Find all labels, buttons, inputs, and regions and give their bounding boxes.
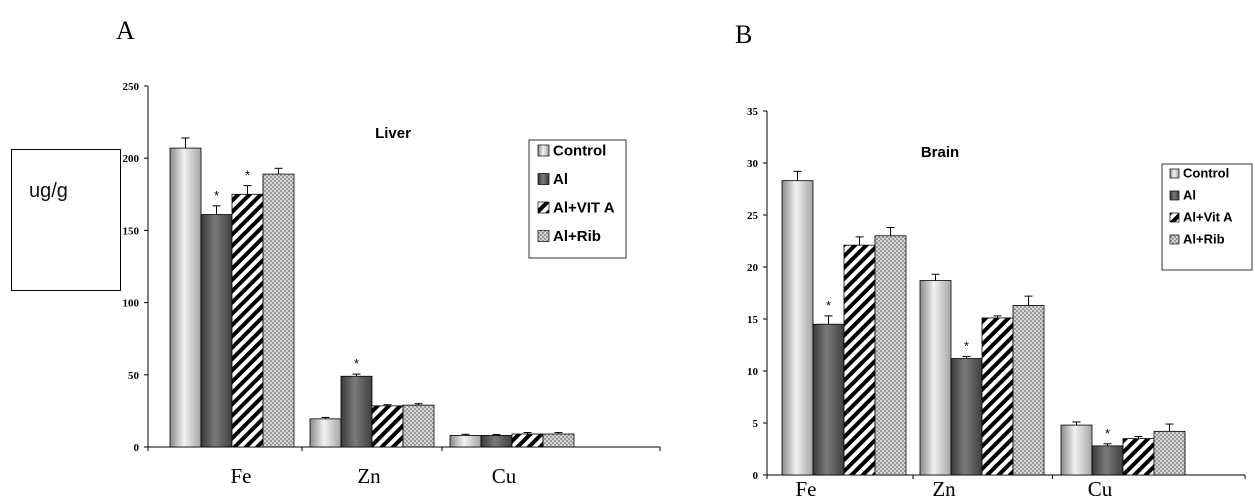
bar: [1091, 445, 1124, 476]
y-tick-label: 200: [123, 153, 140, 165]
y-tick-label: 5: [753, 418, 759, 430]
bar: [874, 235, 907, 476]
bar: [449, 435, 482, 448]
bar: [812, 323, 845, 476]
panel-label-a: A: [116, 16, 135, 45]
unit-label: ug/g: [29, 180, 68, 202]
y-tick-label: 0: [134, 442, 140, 454]
y-tick-label: 250: [123, 81, 140, 93]
bar: [169, 147, 202, 448]
bar: [843, 244, 876, 476]
chart-title: Brain: [921, 144, 959, 161]
legend-label: Al+Rib: [1183, 232, 1225, 247]
bar: [231, 193, 264, 448]
legend-swatch: [1169, 168, 1180, 179]
legend-label: Al+VIT A: [553, 200, 615, 217]
bar: [981, 317, 1014, 476]
bar: [1012, 305, 1045, 476]
bar: [402, 404, 435, 448]
bar: [340, 375, 373, 448]
bar: [950, 358, 983, 476]
y-tick-label: 35: [747, 106, 759, 118]
legend-swatch: [1169, 234, 1180, 245]
y-tick-label: 15: [747, 314, 759, 326]
category-label: Fe: [796, 477, 817, 498]
legend-label: Control: [553, 143, 606, 160]
y-tick-label: 30: [747, 158, 759, 170]
legend-swatch: [537, 173, 550, 185]
bar: [309, 418, 342, 448]
bar: [262, 173, 295, 448]
legend-swatch: [537, 144, 550, 157]
category-label: Zn: [932, 477, 956, 498]
category-label: Cu: [492, 464, 517, 488]
category-label: Fe: [231, 464, 252, 488]
category-label: Zn: [357, 464, 381, 488]
bar: [1122, 438, 1155, 476]
panel-label-b: B: [735, 20, 753, 49]
unit-box: ug/g: [11, 149, 121, 291]
significance-star: *: [245, 168, 250, 183]
chart-liver: 0 50 100 150 200 250 Fe Zn Cu Liver * * * Control Al Al…: [123, 81, 661, 488]
bar: [200, 214, 233, 448]
y-tick-label: 100: [123, 298, 140, 310]
y-tick-label: 0: [753, 470, 759, 482]
significance-star: *: [1105, 426, 1110, 441]
significance-star: *: [354, 356, 359, 371]
category-label: Cu: [1088, 477, 1113, 498]
bar: [542, 433, 575, 448]
legend-label: Al+Rib: [553, 228, 601, 245]
significance-star: *: [964, 338, 969, 353]
chart-title: Liver: [375, 125, 411, 142]
legend-swatch: [1169, 190, 1180, 201]
legend-label: Al: [553, 171, 568, 188]
y-tick-label: 20: [747, 262, 759, 274]
legend-swatch: [1169, 212, 1180, 223]
legend-label: Al: [1183, 188, 1196, 203]
y-tick-label: 50: [128, 370, 140, 382]
legend-swatch: [537, 230, 550, 242]
legend-label: Al+Vit A: [1183, 210, 1233, 225]
y-tick-label: 25: [747, 210, 759, 222]
bar: [919, 280, 952, 476]
bar: [511, 433, 544, 448]
bar: [781, 180, 814, 476]
significance-star: *: [826, 298, 831, 313]
legend-swatch: [537, 201, 550, 214]
bar: [371, 405, 404, 448]
significance-star: *: [214, 188, 219, 203]
y-tick-label: 10: [747, 366, 759, 378]
y-tick-label: 150: [123, 225, 140, 237]
legend-label: Control: [1183, 166, 1229, 181]
bar: [1153, 430, 1186, 476]
bar: [480, 435, 513, 448]
bar: [1060, 424, 1093, 476]
chart-brain: 0 5 10 15 20 25 30 35 Fe Zn Cu Brain * * * Control Al Al+…: [747, 106, 1253, 498]
